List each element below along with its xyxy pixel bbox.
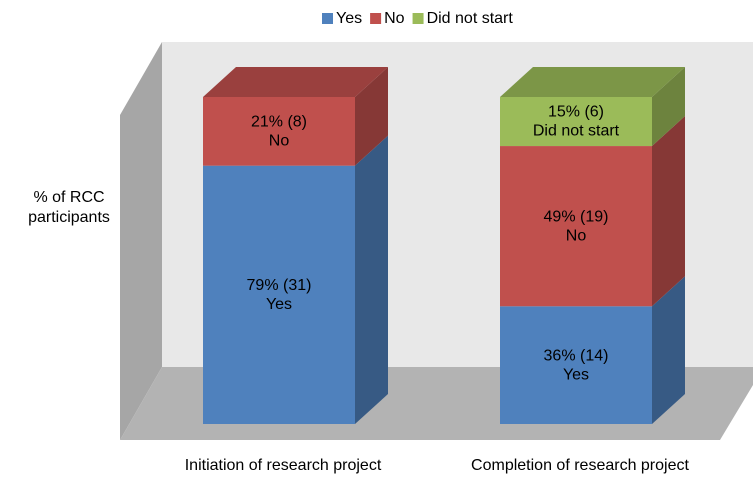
legend-swatch — [322, 13, 333, 24]
bar — [500, 146, 652, 307]
data-label-name: Did not start — [533, 123, 620, 140]
data-label-name: No — [269, 133, 290, 150]
data-label-name: No — [566, 227, 587, 244]
x-tick-label: Initiation of research project — [185, 457, 382, 474]
left-wall — [120, 42, 162, 440]
bar-side — [652, 116, 685, 307]
x-tick-label: Completion of research project — [471, 457, 689, 474]
data-label: 15% (6) — [548, 104, 604, 121]
legend-label: Did not start — [427, 10, 514, 27]
data-label: 36% (14) — [544, 347, 609, 364]
bar — [500, 306, 652, 424]
y-axis-label: % of RCC participants — [28, 189, 110, 226]
bar-side — [355, 135, 388, 425]
legend-label: No — [384, 10, 405, 27]
bar — [203, 165, 355, 425]
bar — [203, 97, 355, 166]
bar-side — [652, 67, 685, 147]
bar-top — [500, 67, 685, 97]
data-label: 79% (31) — [247, 277, 312, 294]
bar-top — [203, 67, 388, 97]
bar-side — [355, 67, 388, 166]
data-label-name: Yes — [563, 366, 589, 383]
data-label: 49% (19) — [544, 208, 609, 225]
legend-swatch — [370, 13, 382, 24]
data-label: 21% (8) — [251, 114, 307, 131]
data-label-name: Yes — [266, 296, 292, 313]
bar-side — [652, 276, 685, 424]
legend-label: Yes — [336, 10, 362, 27]
bar — [500, 97, 652, 147]
legend-swatch — [412, 13, 424, 24]
